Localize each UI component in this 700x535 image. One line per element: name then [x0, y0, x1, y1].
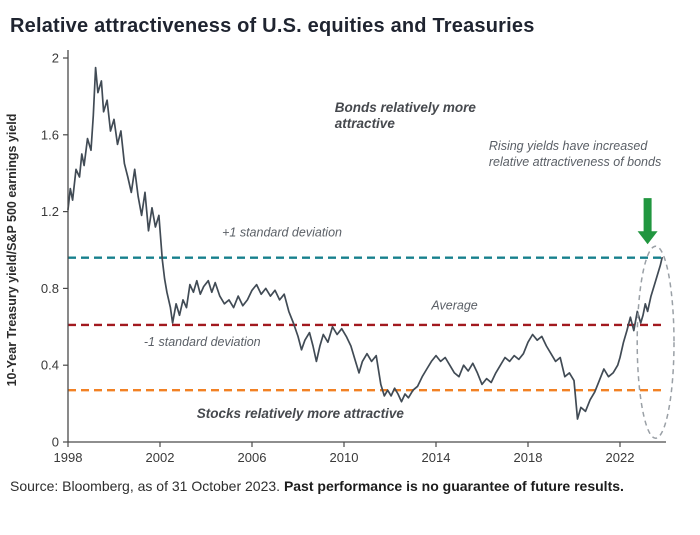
svg-text:2002: 2002 — [146, 450, 175, 465]
svg-text:2018: 2018 — [514, 450, 543, 465]
svg-text:2: 2 — [52, 51, 59, 66]
page-title: Relative attractiveness of U.S. equities… — [10, 15, 535, 37]
svg-text:1.2: 1.2 — [41, 204, 59, 219]
svg-text:0.8: 0.8 — [41, 281, 59, 296]
source-disclaimer-text: Past performance is no guarantee of futu… — [283, 478, 624, 494]
source-text: Source: Bloomberg, as of 31 October 2023… — [10, 478, 284, 494]
source-note: Source: Bloomberg, as of 31 October 2023… — [0, 476, 670, 496]
svg-text:0: 0 — [52, 435, 59, 450]
svg-text:attractive: attractive — [335, 116, 396, 131]
svg-text:+1 standard deviation: +1 standard deviation — [222, 226, 342, 240]
svg-text:2010: 2010 — [330, 450, 359, 465]
svg-text:Average: Average — [430, 299, 477, 313]
svg-text:Rising yields have increased: Rising yields have increased — [489, 139, 648, 153]
svg-text:Bonds relatively more: Bonds relatively more — [335, 100, 477, 115]
svg-text:0.4: 0.4 — [41, 358, 59, 373]
svg-text:2014: 2014 — [422, 450, 451, 465]
svg-text:2006: 2006 — [238, 450, 267, 465]
svg-text:2022: 2022 — [606, 450, 635, 465]
svg-text:-1 standard deviation: -1 standard deviation — [144, 335, 261, 349]
svg-text:relative attractiveness of bon: relative attractiveness of bonds — [489, 155, 661, 169]
svg-text:10-Year Treasury yield/S&P 500: 10-Year Treasury yield/S&P 500 earnings … — [5, 114, 19, 387]
svg-text:1998: 1998 — [54, 450, 83, 465]
svg-text:Stocks relatively more attract: Stocks relatively more attractive — [197, 406, 405, 421]
svg-text:1.6: 1.6 — [41, 127, 59, 142]
chart-canvas: 0 0.4 0.8 1.2 1.6 2 1998 2002 2006 2010 2014 2018 20… — [5, 50, 675, 465]
